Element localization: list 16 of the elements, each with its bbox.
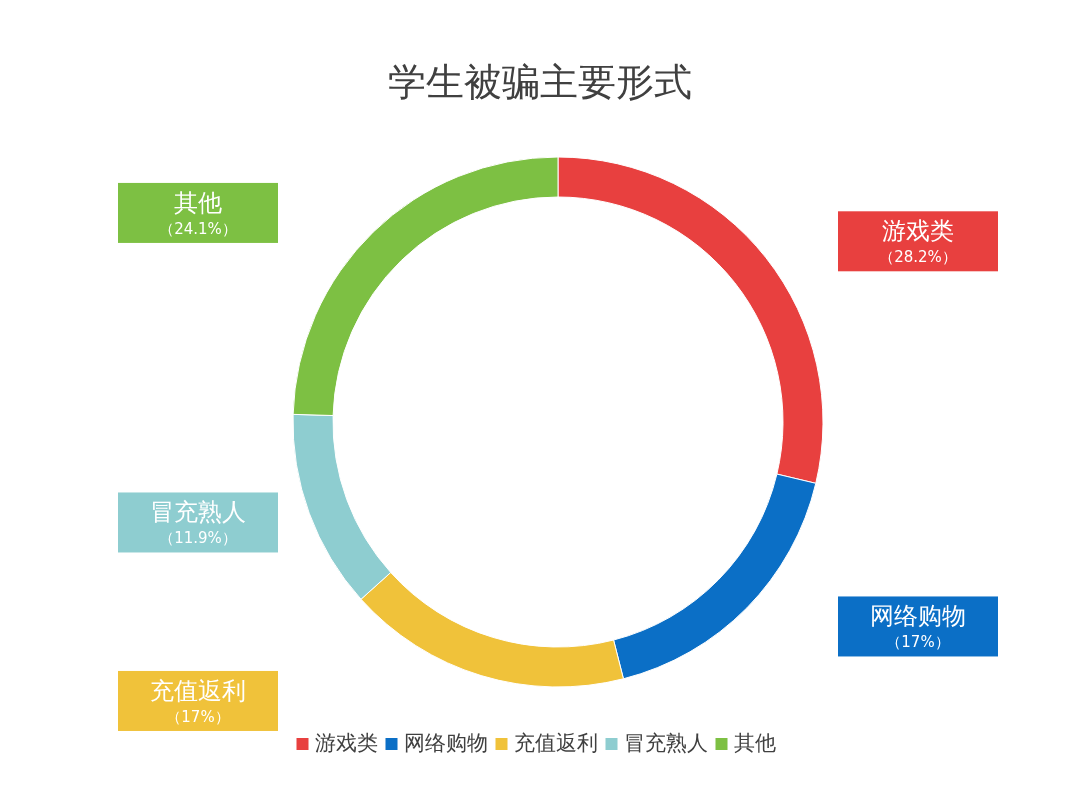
legend-label: 充值返利	[513, 731, 598, 755]
slice-label: 网络购物	[870, 602, 966, 631]
legend-label: 游戏类	[314, 731, 378, 755]
data-label: （17%）	[886, 633, 950, 652]
data-label: （17%）	[166, 707, 230, 726]
slice-label: 其他	[174, 188, 222, 217]
legend-label: 冒充熟人	[623, 731, 708, 755]
legend-label: 网络购物	[403, 731, 488, 755]
data-label: （24.1%）	[159, 219, 237, 238]
data-label: （28.2%）	[879, 248, 957, 267]
legend-label: 其他	[733, 731, 776, 755]
slice-label: 充值返利	[150, 676, 246, 705]
title: 学生被骗主要形式	[388, 60, 692, 104]
slice-label: 游戏类	[882, 217, 954, 246]
slice-label: 冒充熟人	[150, 498, 246, 527]
data-label: （11.9%）	[159, 529, 237, 548]
